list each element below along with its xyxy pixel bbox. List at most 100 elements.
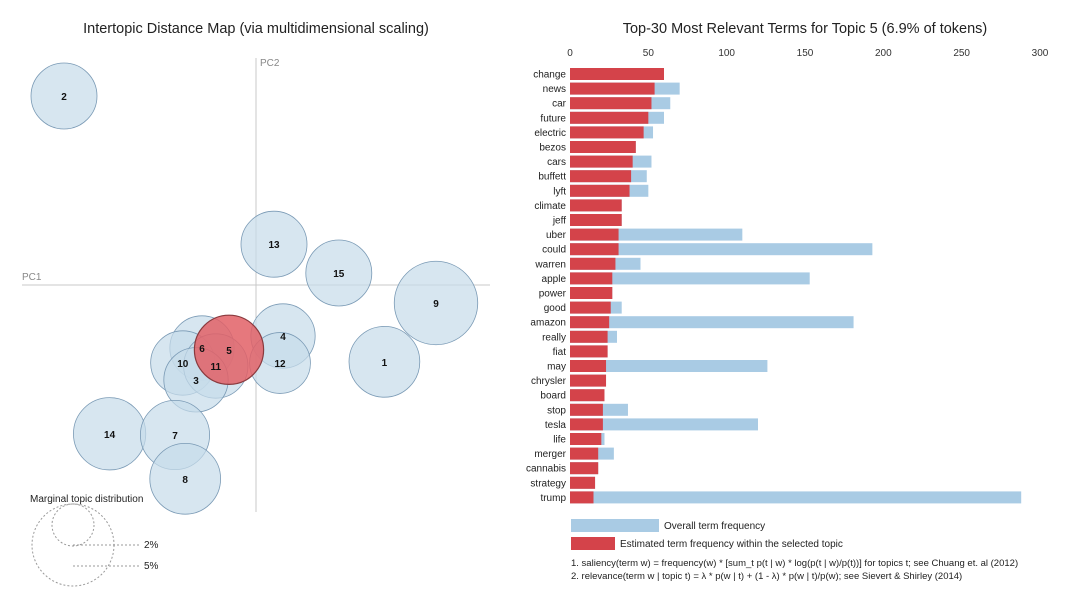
x-tick-50: 50 <box>643 48 655 59</box>
bar-estimated-warren[interactable] <box>570 257 616 270</box>
term-label-jeff[interactable]: jeff <box>552 216 566 227</box>
bar-estimated-merger[interactable] <box>570 447 599 460</box>
bar-estimated-may[interactable] <box>570 360 607 372</box>
term-label-cars[interactable]: cars <box>547 157 566 168</box>
marginal-label-2pct: 2% <box>144 540 159 551</box>
bar-estimated-chrysler[interactable] <box>570 374 607 387</box>
bar-overall-may[interactable] <box>570 360 768 372</box>
footnote-saliency: 1. saliency(term w) = frequency(w) * [su… <box>571 558 1018 569</box>
x-tick-150: 150 <box>797 48 814 59</box>
x-tick-250: 250 <box>953 48 970 59</box>
topic-label-1: 1 <box>382 358 388 369</box>
bar-estimated-life[interactable] <box>570 433 602 445</box>
topic-label-4: 4 <box>280 332 286 343</box>
term-label-amazon[interactable]: amazon <box>530 318 566 329</box>
term-label-lyft[interactable]: lyft <box>553 186 566 197</box>
term-label-apple[interactable]: apple <box>542 274 567 285</box>
term-label-really[interactable]: really <box>542 332 566 343</box>
term-label-power[interactable]: power <box>539 289 567 300</box>
term-label-tesla[interactable]: tesla <box>545 420 567 431</box>
term-label-chrysler[interactable]: chrysler <box>531 376 567 387</box>
bar-overall-tesla[interactable] <box>570 418 758 431</box>
topic-bubble-2[interactable] <box>30 62 98 130</box>
marginal-label-5pct: 5% <box>144 561 159 572</box>
term-label-good[interactable]: good <box>544 303 566 314</box>
marginal-title: Marginal topic distribution <box>30 494 143 505</box>
term-label-change[interactable]: change <box>533 70 566 81</box>
bar-estimated-board[interactable] <box>570 389 605 402</box>
bar-estimated-apple[interactable] <box>570 272 613 285</box>
x-tick-0: 0 <box>567 48 573 59</box>
bar-overall-amazon[interactable] <box>570 316 854 329</box>
x-tick-200: 200 <box>875 48 892 59</box>
topic-label-8: 8 <box>182 475 188 486</box>
footnote-relevance: 2. relevance(term w | topic t) = λ * p(w… <box>571 571 962 582</box>
map-title: Intertopic Distance Map (via multidimens… <box>83 21 429 37</box>
bar-estimated-really[interactable] <box>570 330 608 343</box>
term-label-merger[interactable]: merger <box>534 449 566 460</box>
topic-label-6: 6 <box>199 344 205 355</box>
topic-bubble-9[interactable] <box>393 260 479 346</box>
bar-estimated-cars[interactable] <box>570 155 633 168</box>
term-label-buffett[interactable]: buffett <box>538 172 566 183</box>
term-label-board[interactable]: board <box>540 391 566 402</box>
term-label-car[interactable]: car <box>552 99 567 110</box>
bar-overall-trump[interactable] <box>570 491 1022 504</box>
term-label-could[interactable]: could <box>542 245 566 256</box>
term-label-uber[interactable]: uber <box>546 230 567 241</box>
bar-estimated-tesla[interactable] <box>570 418 603 431</box>
bar-estimated-uber[interactable] <box>570 228 619 241</box>
topic-label-15: 15 <box>333 269 345 280</box>
bar-estimated-electric[interactable] <box>570 126 644 139</box>
marginal-circle-small <box>51 503 95 547</box>
term-label-cannabis[interactable]: cannabis <box>526 464 566 475</box>
bar-estimated-cannabis[interactable] <box>570 462 599 475</box>
term-label-life[interactable]: life <box>553 435 566 446</box>
term-label-warren[interactable]: warren <box>534 259 566 270</box>
topic-label-12: 12 <box>274 359 286 370</box>
topic-bubble-1[interactable] <box>348 326 421 398</box>
term-label-stop[interactable]: stop <box>547 405 566 416</box>
topic-label-9: 9 <box>433 299 439 310</box>
bar-estimated-amazon[interactable] <box>570 316 610 329</box>
topic-label-10: 10 <box>177 359 189 370</box>
term-label-may[interactable]: may <box>547 362 566 373</box>
term-label-trump[interactable]: trump <box>540 493 566 504</box>
bar-estimated-good[interactable] <box>570 301 611 314</box>
bar-estimated-buffett[interactable] <box>570 170 632 183</box>
legend-estimated-label: Estimated term frequency within the sele… <box>620 539 843 550</box>
bar-estimated-stop[interactable] <box>570 403 603 416</box>
bar-estimated-climate[interactable] <box>570 199 622 212</box>
bar-estimated-could[interactable] <box>570 243 619 256</box>
topic-label-7: 7 <box>172 431 178 442</box>
pc1-label: PC1 <box>22 272 42 283</box>
bar-estimated-change[interactable] <box>570 68 664 80</box>
term-label-news[interactable]: news <box>543 84 566 95</box>
topic-bubble-15[interactable] <box>305 239 373 307</box>
bar-estimated-jeff[interactable] <box>570 214 622 226</box>
term-label-climate[interactable]: climate <box>534 201 566 212</box>
topic-bubble-8[interactable] <box>149 443 221 515</box>
topic-label-5: 5 <box>226 346 232 357</box>
bar-estimated-strategy[interactable] <box>570 476 596 489</box>
term-label-future[interactable]: future <box>540 113 566 124</box>
bar-overall-apple[interactable] <box>570 272 810 285</box>
topic-label-13: 13 <box>268 240 280 251</box>
marginal-circles <box>31 503 140 587</box>
term-label-fiat[interactable]: fiat <box>553 347 567 358</box>
bar-estimated-power[interactable] <box>570 287 613 299</box>
term-label-strategy[interactable]: strategy <box>530 478 566 489</box>
term-label-electric[interactable]: electric <box>534 128 566 139</box>
bar-estimated-bezos[interactable] <box>570 141 636 153</box>
term-label-bezos[interactable]: bezos <box>539 143 566 154</box>
bar-estimated-lyft[interactable] <box>570 184 630 197</box>
topic-bubble-13[interactable] <box>240 210 308 278</box>
bar-estimated-trump[interactable] <box>570 491 594 504</box>
bar-estimated-car[interactable] <box>570 97 652 110</box>
bar-estimated-fiat[interactable] <box>570 345 608 358</box>
bar-estimated-news[interactable] <box>570 82 655 95</box>
topic-bubble-5[interactable] <box>193 314 265 386</box>
bar-overall-could[interactable] <box>570 243 873 256</box>
bar-estimated-future[interactable] <box>570 111 649 124</box>
legend-overall-swatch <box>571 519 659 532</box>
